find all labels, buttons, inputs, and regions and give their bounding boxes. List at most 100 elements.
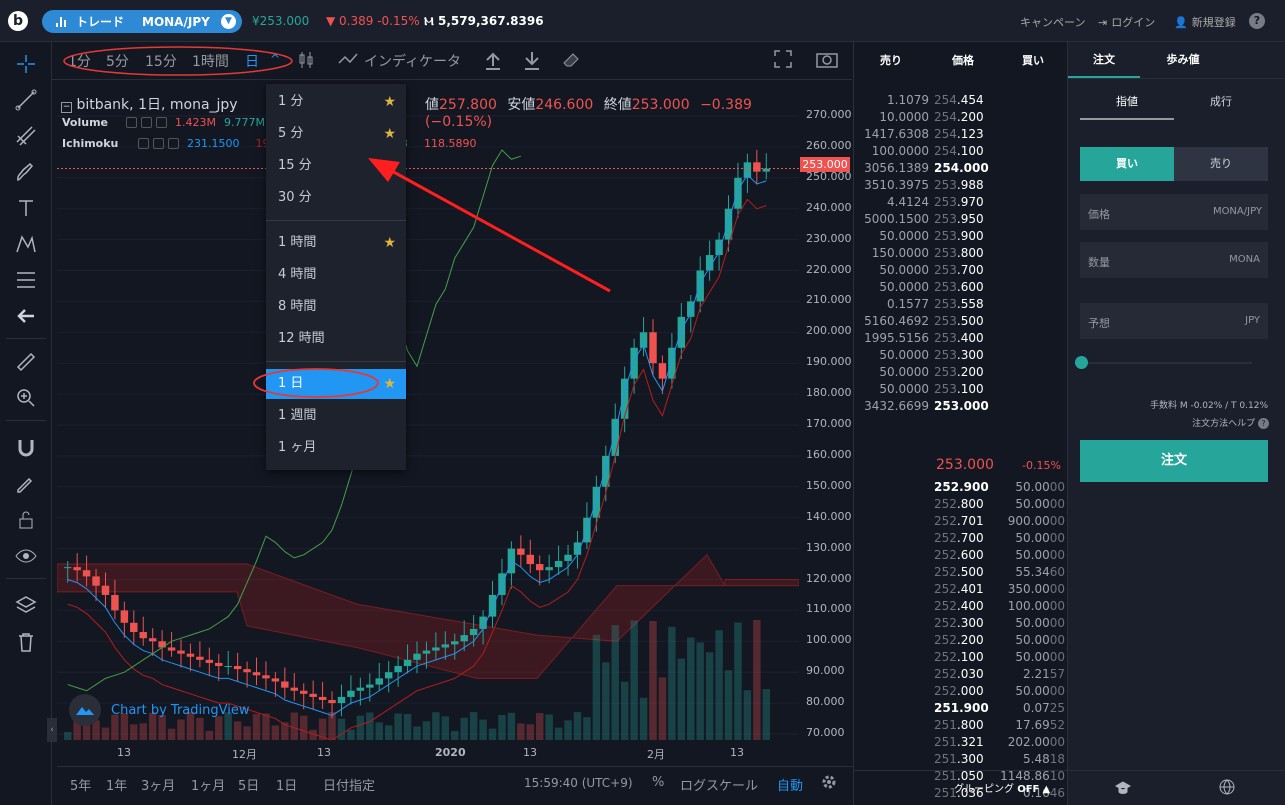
interval-1m[interactable]: 1分 xyxy=(68,54,91,70)
interval-1h[interactable]: 1時間 xyxy=(192,54,229,70)
interval-option-1h[interactable]: 1 時間 ★ xyxy=(266,228,406,258)
interval-option-1w[interactable]: 1 週間 xyxy=(266,401,406,431)
unlock-icon[interactable] xyxy=(12,506,40,534)
bid-row[interactable]: 252.600 50.0000 xyxy=(854,548,1069,565)
ask-row[interactable]: 10.0000 254.200 xyxy=(854,110,1069,127)
volume-study[interactable]: Volume 1.423M 9.777M xyxy=(62,116,265,129)
download-icon[interactable] xyxy=(523,50,541,74)
bid-row[interactable]: 252.100 50.0000 xyxy=(854,650,1069,667)
type-limit[interactable]: 指値 xyxy=(1080,84,1174,120)
bid-row[interactable]: 252.300 50.0000 xyxy=(854,616,1069,633)
interval-option-1d[interactable]: 1 日 ★ xyxy=(266,369,406,399)
gear-icon[interactable] xyxy=(821,774,837,794)
percent-toggle[interactable]: % xyxy=(652,775,665,790)
tab-history[interactable]: 歩み値 xyxy=(1166,53,1200,66)
price-chart[interactable]: − bitbank, 1日, mona_jpy 値257.800 安値246.6… xyxy=(47,82,800,742)
star-icon[interactable]: ★ xyxy=(383,126,396,142)
indicators-button[interactable]: インディケータ xyxy=(364,54,462,70)
interval-option-8h[interactable]: 8 時間 xyxy=(266,292,406,322)
tradingview-watermark[interactable]: Chart by TradingView xyxy=(69,694,249,726)
type-market[interactable]: 成行 xyxy=(1210,95,1232,108)
ask-row[interactable]: 50.0000 253.100 xyxy=(854,382,1069,399)
range-1d[interactable]: 1日 xyxy=(276,779,298,794)
interval-5m[interactable]: 5分 xyxy=(106,54,129,70)
layers-icon[interactable] xyxy=(12,592,40,620)
range-5y[interactable]: 5年 xyxy=(70,779,92,794)
interval-option-30m[interactable]: 30 分 xyxy=(266,183,406,213)
ask-row[interactable]: 50.0000 253.900 xyxy=(854,229,1069,246)
ask-row[interactable]: 150.0000 253.800 xyxy=(854,246,1069,263)
ask-row[interactable]: 5160.4692 253.500 xyxy=(854,314,1069,331)
interval-1d[interactable]: 日 xyxy=(245,54,259,70)
collapse-toolbar-button[interactable]: ‹ xyxy=(47,718,57,742)
interval-option-5m[interactable]: 5 分 ★ xyxy=(266,119,406,149)
star-icon[interactable]: ★ xyxy=(383,235,396,251)
interval-option-12h[interactable]: 12 時間 xyxy=(266,324,406,354)
signup-link[interactable]: 👤 新規登録 xyxy=(1174,14,1236,30)
bid-row[interactable]: 251.900 0.0725 xyxy=(854,701,1069,718)
magnet-icon[interactable] xyxy=(12,434,40,462)
brush-icon[interactable] xyxy=(12,158,40,186)
range-3m[interactable]: 3ヶ月 xyxy=(141,779,176,794)
interval-option-1m[interactable]: 1 分 ★ xyxy=(266,87,406,117)
amount-field[interactable]: 数量 MONA xyxy=(1080,242,1268,278)
ichimoku-study[interactable]: Ichimoku 231.1500 195 xyxy=(62,137,277,150)
buy-button[interactable]: 買い xyxy=(1080,147,1174,181)
bid-row[interactable]: 252.200 50.0000 xyxy=(854,633,1069,650)
ruler-icon[interactable] xyxy=(12,348,40,376)
pair-selector[interactable]: トレード MONA/JPY ▼ xyxy=(42,10,242,33)
bid-row[interactable]: 252.900 50.0000 xyxy=(854,480,1069,497)
eye-icon[interactable] xyxy=(12,542,40,570)
trash-icon[interactable] xyxy=(12,628,40,656)
bid-row[interactable]: 251.050 1148.8610 xyxy=(854,769,1069,786)
close-icon[interactable] xyxy=(156,117,167,128)
bid-row[interactable]: 252.500 55.3460 xyxy=(854,565,1069,582)
bid-row[interactable]: 251.300 5.4818 xyxy=(854,752,1069,769)
upload-icon[interactable] xyxy=(484,50,502,74)
bid-row[interactable]: 252.401 350.0000 xyxy=(854,582,1069,599)
eye-icon[interactable] xyxy=(138,138,149,149)
globe-icon[interactable] xyxy=(1219,779,1235,799)
range-1m[interactable]: 1ヶ月 xyxy=(191,779,226,794)
collapse-icon[interactable]: − xyxy=(61,102,72,113)
bid-row[interactable]: 252.800 50.0000 xyxy=(854,497,1069,514)
candle-type-icon[interactable] xyxy=(298,50,314,74)
back-arrow-icon[interactable] xyxy=(12,302,40,330)
chevron-up-icon[interactable]: ^ xyxy=(270,52,281,66)
ask-row[interactable]: 5000.1500 253.950 xyxy=(854,212,1069,229)
gear-icon[interactable] xyxy=(141,117,152,128)
help-icon[interactable]: ? xyxy=(1249,13,1265,29)
graduation-cap-icon[interactable] xyxy=(1114,780,1132,799)
crosshair-icon[interactable] xyxy=(12,50,40,78)
campaign-link[interactable]: キャンペーン xyxy=(1020,16,1086,29)
howto-link[interactable]: 注文方法ヘルプ ? xyxy=(1192,416,1269,429)
ask-row[interactable]: 100.0000 254.100 xyxy=(854,144,1069,161)
ask-row[interactable]: 3510.3975 253.988 xyxy=(854,178,1069,195)
lock-pen-icon[interactable] xyxy=(12,470,40,498)
ask-row[interactable]: 1.1079 254.454 xyxy=(854,93,1069,110)
ask-row[interactable]: 3432.6699 253.000 xyxy=(854,399,1069,416)
ask-row[interactable]: 4.4124 253.970 xyxy=(854,195,1069,212)
star-icon[interactable]: ★ xyxy=(383,94,396,110)
ask-row[interactable]: 1995.5156 253.400 xyxy=(854,331,1069,348)
interval-15m[interactable]: 15分 xyxy=(145,54,177,70)
zoom-in-icon[interactable] xyxy=(12,384,40,412)
ask-row[interactable]: 1417.6308 254.123 xyxy=(854,127,1069,144)
bid-row[interactable]: 251.036 0.1646 xyxy=(854,786,1069,803)
bid-row[interactable]: 251.800 17.6952 xyxy=(854,718,1069,735)
eye-icon[interactable] xyxy=(126,117,137,128)
clock-display[interactable]: 15:59:40 (UTC+9) xyxy=(524,776,633,790)
ask-row[interactable]: 50.0000 253.700 xyxy=(854,263,1069,280)
trend-line-icon[interactable] xyxy=(12,86,40,114)
eraser-icon[interactable] xyxy=(562,50,580,74)
sell-button[interactable]: 売り xyxy=(1174,147,1268,181)
bid-row[interactable]: 252.400 100.0000 xyxy=(854,599,1069,616)
bid-row[interactable]: 251.321 202.0000 xyxy=(854,735,1069,752)
interval-option-15m[interactable]: 15 分 xyxy=(266,151,406,181)
ask-row[interactable]: 50.0000 253.300 xyxy=(854,348,1069,365)
range-5d[interactable]: 5日 xyxy=(238,779,260,794)
interval-option-4h[interactable]: 4 時間 xyxy=(266,260,406,290)
ask-row[interactable]: 50.0000 253.600 xyxy=(854,280,1069,297)
amount-slider-track[interactable] xyxy=(1082,362,1252,364)
bid-row[interactable]: 252.701 900.0000 xyxy=(854,514,1069,531)
